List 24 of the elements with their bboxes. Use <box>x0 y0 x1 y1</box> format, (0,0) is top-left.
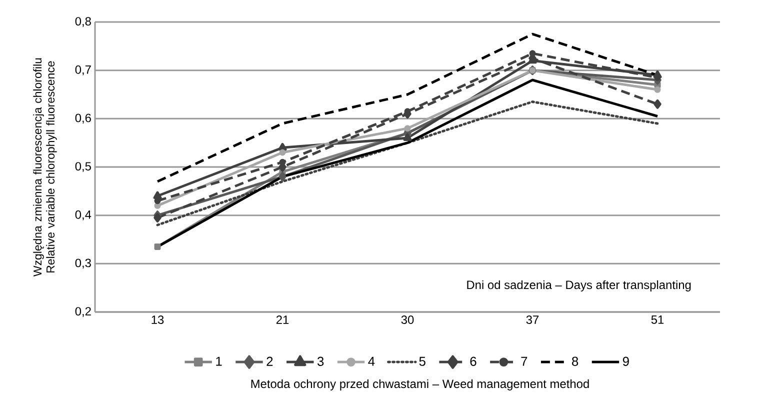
y-tick-label: 0,4 <box>75 210 92 220</box>
y-tick-label: 0,5 <box>75 162 91 172</box>
legend-label: 6 <box>470 356 476 366</box>
legend-title: Metoda ochrony przed chwastami – Weed management method <box>251 379 589 390</box>
legend-label: 4 <box>368 356 375 366</box>
x-axis-title: Dni od sadzenia – Days after transplanting <box>467 280 691 292</box>
legend-label: 5 <box>419 356 426 366</box>
y-tick-label: 0,7 <box>75 65 91 76</box>
legend-label: 8 <box>572 356 578 366</box>
y-tick-label: 0,8 <box>75 17 91 27</box>
legend-label: 2 <box>266 356 273 366</box>
y-axis-title: Względna zmienna fluorescencja chlorofilu Relative variable chlorophyll fluorescence <box>33 58 57 276</box>
x-tick-label: 30 <box>401 316 414 324</box>
x-tick-label: 51 <box>651 316 664 324</box>
x-tick-label: 37 <box>526 316 539 324</box>
x-tick-label: 21 <box>276 316 289 324</box>
legend-label: 1 <box>216 356 222 366</box>
y-tick-label: 0,2 <box>75 307 91 317</box>
x-tick-label: 13 <box>152 316 164 324</box>
legend-label: 3 <box>317 356 324 366</box>
y-tick-label: 0,6 <box>75 114 91 124</box>
y-tick-label: 0,3 <box>75 258 91 269</box>
legend-label: 9 <box>622 356 629 366</box>
legend-label: 7 <box>521 356 528 366</box>
